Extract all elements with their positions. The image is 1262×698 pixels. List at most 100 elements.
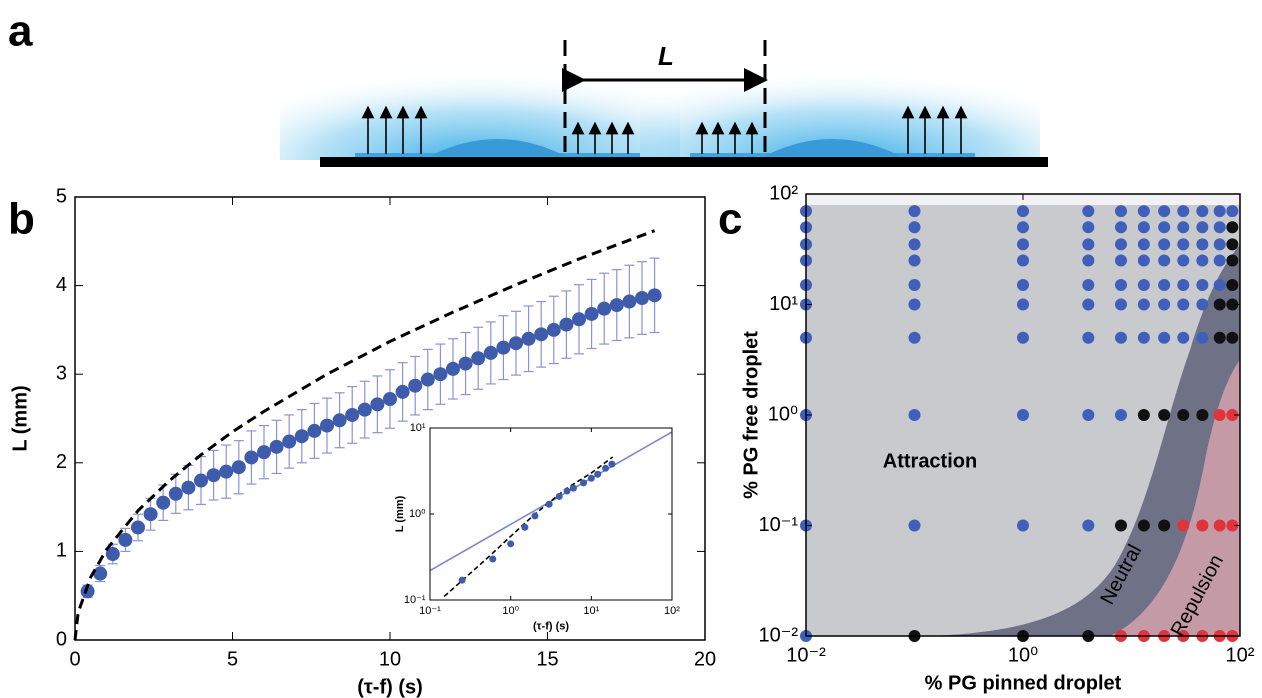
data-point xyxy=(908,519,921,532)
y-tick-label: 10⁻² xyxy=(759,624,799,646)
data-point xyxy=(1226,331,1239,344)
data-point xyxy=(569,484,577,492)
y-tick-label: 10⁻¹ xyxy=(759,514,799,536)
data-point xyxy=(471,351,486,366)
data-point xyxy=(194,473,208,488)
data-point xyxy=(908,331,921,344)
x-axis-label: % PG pinned droplet xyxy=(925,672,1122,694)
data-point xyxy=(1226,238,1239,251)
data-point xyxy=(1213,254,1226,267)
data-point xyxy=(1017,205,1029,218)
data-point xyxy=(534,327,549,342)
data-point xyxy=(908,254,921,267)
data-point xyxy=(622,294,637,309)
data-point xyxy=(1213,519,1226,532)
y-axis-label: L (mm) xyxy=(394,495,406,532)
data-point xyxy=(521,331,536,346)
y-axis-label: % PG free droplet xyxy=(740,331,762,499)
data-point xyxy=(1137,221,1150,234)
substrate xyxy=(320,157,1048,167)
y-tick-label: 2 xyxy=(56,451,67,473)
data-point xyxy=(1177,221,1190,234)
data-point xyxy=(1114,279,1127,292)
y-axis-label: L (mm) xyxy=(9,385,31,451)
y-tick-label: 10² xyxy=(769,182,798,204)
data-point xyxy=(1226,298,1239,311)
data-point xyxy=(1017,254,1029,267)
distance-label: L xyxy=(658,41,674,71)
data-point xyxy=(1213,331,1226,344)
data-point xyxy=(1213,238,1226,251)
data-point xyxy=(594,470,602,478)
data-point xyxy=(1158,519,1171,532)
data-point xyxy=(1137,298,1150,311)
data-point xyxy=(1196,409,1209,421)
data-point xyxy=(1213,409,1226,421)
data-point xyxy=(1114,205,1127,218)
data-point xyxy=(1082,519,1095,532)
y-tick-label: 10¹ xyxy=(769,293,798,315)
data-point xyxy=(446,361,460,376)
data-point xyxy=(647,288,662,303)
data-point xyxy=(1082,221,1095,234)
data-point xyxy=(1226,519,1239,532)
data-point xyxy=(1137,409,1150,421)
data-point xyxy=(408,378,423,393)
data-point xyxy=(131,520,145,535)
data-point xyxy=(1082,279,1095,292)
data-point xyxy=(1114,238,1127,251)
data-point xyxy=(1082,409,1095,421)
data-point xyxy=(1137,279,1150,292)
data-point xyxy=(489,555,497,563)
data-point xyxy=(1082,205,1095,218)
x-tick-label: 0 xyxy=(69,648,80,670)
data-point xyxy=(1114,409,1127,421)
data-point xyxy=(546,322,561,337)
data-point xyxy=(509,336,523,351)
data-point xyxy=(1177,205,1190,218)
data-point xyxy=(80,584,95,599)
data-point xyxy=(1177,409,1190,421)
data-point xyxy=(1196,205,1209,218)
panel-label: b xyxy=(8,195,35,244)
data-point xyxy=(1177,254,1190,267)
data-point xyxy=(609,298,624,313)
data-point xyxy=(1114,254,1127,267)
data-point xyxy=(608,460,616,468)
data-point xyxy=(357,402,372,417)
data-point xyxy=(118,532,133,547)
data-point xyxy=(1114,298,1127,311)
data-point xyxy=(244,450,259,465)
data-point xyxy=(395,384,410,399)
data-point xyxy=(93,566,108,581)
x-tick-label: 10² xyxy=(1226,644,1255,666)
data-point xyxy=(282,434,297,449)
data-point xyxy=(458,576,466,584)
data-point xyxy=(1158,331,1171,344)
data-point xyxy=(257,445,271,460)
data-point xyxy=(181,480,196,495)
y-tick-label: 5 xyxy=(56,185,67,207)
data-point xyxy=(1177,331,1190,344)
data-point xyxy=(1196,279,1209,292)
data-point xyxy=(496,340,511,355)
y-tick-label: 3 xyxy=(56,362,67,384)
data-point xyxy=(563,487,571,495)
evaporation-arrows xyxy=(361,105,968,154)
data-point xyxy=(908,221,921,234)
panel-label: a xyxy=(8,7,33,56)
data-point xyxy=(1213,205,1226,218)
data-point xyxy=(1213,221,1226,234)
data-point xyxy=(559,317,574,332)
data-point xyxy=(294,429,309,444)
data-point xyxy=(1158,298,1171,311)
data-point xyxy=(507,540,515,548)
data-point xyxy=(1196,331,1209,344)
data-point xyxy=(587,474,595,482)
data-point xyxy=(345,407,360,422)
data-point xyxy=(1082,238,1095,251)
region-label: Attraction xyxy=(883,450,977,472)
x-tick-label: 10² xyxy=(664,605,680,617)
